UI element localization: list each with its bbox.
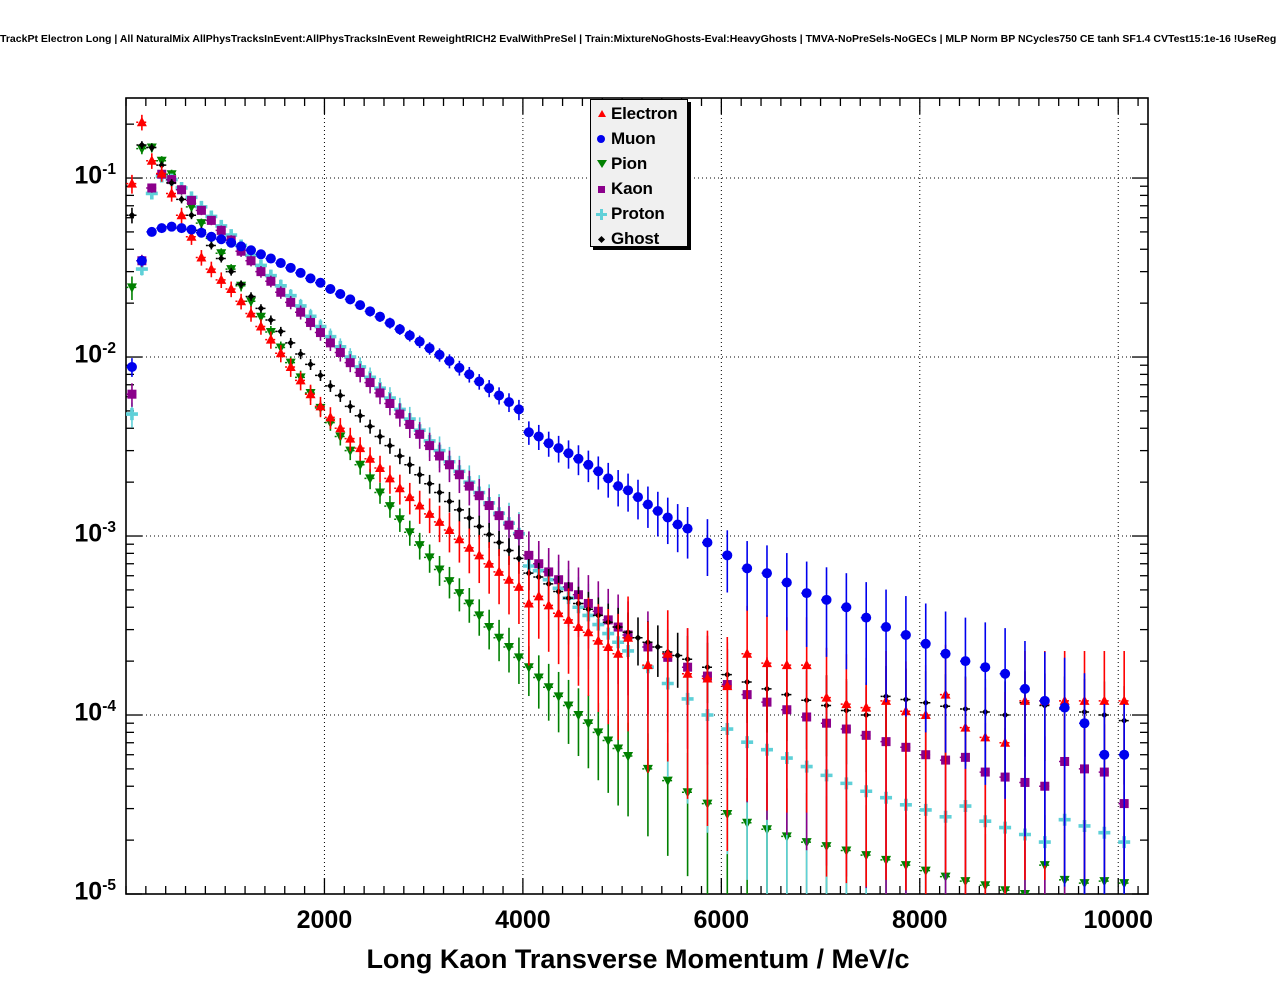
legend: Electron Muon Pion Kaon Proton Ghost [590,99,688,247]
pion-marker-icon [593,155,611,173]
legend-label-electron: Electron [611,104,678,123]
electron-marker-icon [593,105,611,123]
ghost-marker-icon [593,230,611,248]
legend-item-muon: Muon [593,126,687,151]
y-tick-label: 10-5 [74,877,116,906]
muon-marker-icon [593,130,611,148]
legend-item-kaon: Kaon [593,176,687,201]
legend-item-ghost: Ghost [593,226,687,251]
x-tick-label: 10000 [1083,906,1153,934]
y-tick-label: 10-3 [74,519,116,548]
legend-label-muon: Muon [611,129,656,148]
legend-item-electron: Electron [593,101,687,126]
legend-item-pion: Pion [593,151,687,176]
x-axis-title: Long Kaon Transverse Momentum / MeV/c [366,944,910,974]
y-tick-label: 10-2 [74,340,116,369]
legend-label-pion: Pion [611,154,648,173]
y-tick-label: 10-1 [74,161,116,190]
x-tick-label: 2000 [296,906,353,934]
x-tick-label: 4000 [495,906,551,934]
y-tick-label: 10-4 [74,698,116,727]
legend-label-kaon: Kaon [611,179,653,198]
x-tick-label: 8000 [891,906,948,934]
legend-item-proton: Proton [593,201,687,226]
kaon-marker-icon [593,180,611,198]
plot-title: TrackPt Electron Long | All NaturalMix A… [0,33,1276,45]
legend-label-ghost: Ghost [611,229,660,248]
x-tick-label: 6000 [693,906,750,934]
series-pion [126,143,1130,894]
proton-marker-icon [593,205,611,223]
series-muon [126,221,1130,894]
legend-label-proton: Proton [611,204,665,223]
